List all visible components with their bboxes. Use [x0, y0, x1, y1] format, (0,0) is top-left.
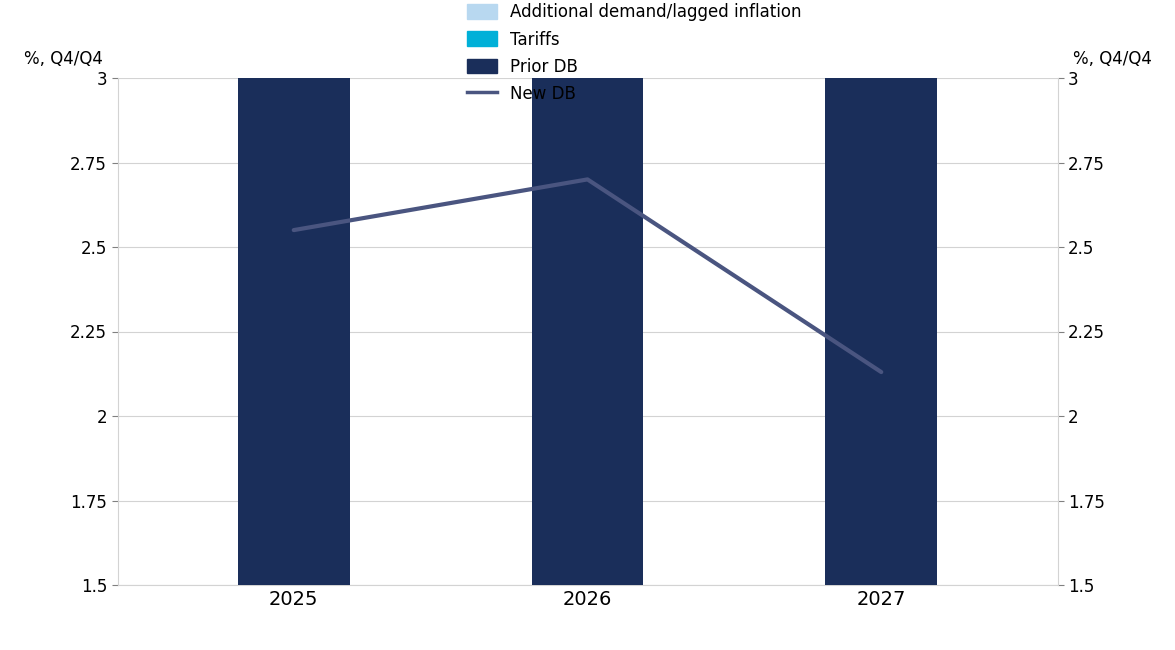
Bar	[531, 0, 644, 585]
Text: %, Q4/Q4: %, Q4/Q4	[24, 50, 102, 68]
Bar	[237, 0, 350, 585]
Text: %, Q4/Q4: %, Q4/Q4	[1073, 50, 1152, 68]
Bar	[825, 0, 938, 585]
Legend: Additional demand/lagged inflation, Tariffs, Prior DB, New DB: Additional demand/lagged inflation, Tari…	[458, 0, 811, 111]
